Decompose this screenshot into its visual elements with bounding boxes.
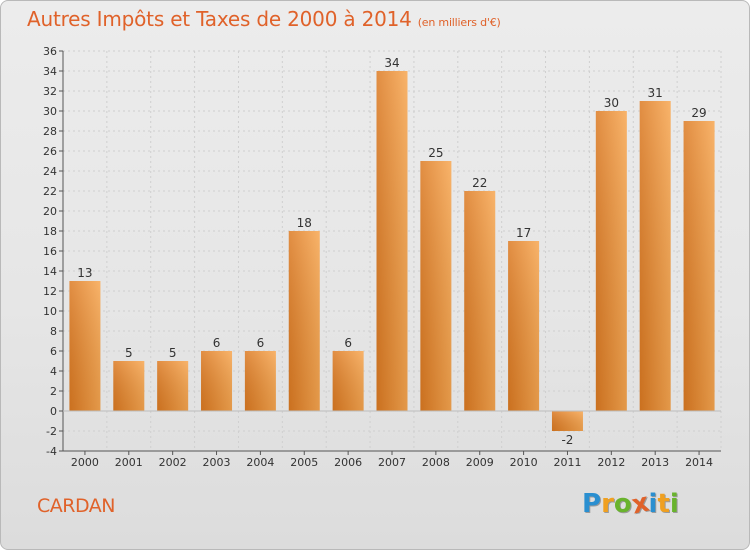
y-tick-label: 20 bbox=[43, 205, 57, 218]
y-tick-label: 30 bbox=[43, 105, 57, 118]
value-label: 6 bbox=[257, 336, 265, 350]
x-tick-label: 2006 bbox=[334, 456, 362, 469]
y-tick-label: 24 bbox=[43, 165, 57, 178]
chart-title-text: Autres Impôts et Taxes de 2000 à 2014 bbox=[27, 7, 412, 31]
bar-shade bbox=[639, 101, 671, 411]
value-label: -2 bbox=[561, 433, 573, 447]
commune-name: CARDAN bbox=[37, 495, 115, 517]
logo-letter: t bbox=[657, 489, 670, 519]
chart-title: Autres Impôts et Taxes de 2000 à 2014 (en… bbox=[27, 7, 501, 31]
bar-shade bbox=[157, 361, 189, 411]
value-label: 5 bbox=[169, 346, 177, 360]
bar-shade bbox=[332, 351, 364, 411]
y-tick-label: 34 bbox=[43, 65, 57, 78]
x-tick-label: 2009 bbox=[466, 456, 494, 469]
bar-shade bbox=[551, 411, 583, 431]
bar-shade bbox=[201, 351, 233, 411]
bar-shade bbox=[464, 191, 496, 411]
x-tick-label: 2014 bbox=[685, 456, 713, 469]
x-tick-label: 2005 bbox=[290, 456, 318, 469]
bar-shade bbox=[376, 71, 408, 411]
value-label: 22 bbox=[472, 176, 487, 190]
value-label: 6 bbox=[344, 336, 352, 350]
value-label: 34 bbox=[384, 56, 399, 70]
value-label: 6 bbox=[213, 336, 221, 350]
bar-shade bbox=[69, 281, 101, 411]
y-tick-label: 2 bbox=[50, 385, 57, 398]
y-tick-label: 10 bbox=[43, 305, 57, 318]
y-tick-label: 36 bbox=[43, 45, 57, 58]
logo-letter: r bbox=[601, 489, 614, 519]
bars bbox=[69, 71, 715, 431]
x-tick-label: 2000 bbox=[71, 456, 99, 469]
y-tick-label: 26 bbox=[43, 145, 57, 158]
x-tick-label: 2007 bbox=[378, 456, 406, 469]
y-tick-label: 0 bbox=[50, 405, 57, 418]
y-tick-label: 4 bbox=[50, 365, 57, 378]
y-tick-label: 22 bbox=[43, 185, 57, 198]
value-label: 5 bbox=[125, 346, 133, 360]
x-tick-label: 2012 bbox=[597, 456, 625, 469]
x-tick-label: 2001 bbox=[115, 456, 143, 469]
logo-letter: i bbox=[669, 489, 679, 519]
logo-letter: o bbox=[613, 489, 632, 519]
y-tick-label: 8 bbox=[50, 325, 57, 338]
value-labels: 13 5 5 6 6 18 6 34 25 22 17 -2 30 31 29 bbox=[77, 56, 706, 447]
logo-letter: i bbox=[648, 489, 658, 519]
x-tick-label: 2008 bbox=[422, 456, 450, 469]
y-tick-label: 6 bbox=[50, 345, 57, 358]
x-tick-label: 2010 bbox=[510, 456, 538, 469]
x-tick-label: 2002 bbox=[159, 456, 187, 469]
bar-shade bbox=[420, 161, 452, 411]
y-tick-label: 12 bbox=[43, 285, 57, 298]
x-tick-label: 2011 bbox=[553, 456, 581, 469]
bar-shade bbox=[244, 351, 276, 411]
value-label: 25 bbox=[428, 146, 443, 160]
axes: -4-2024681012141618202224262830323436200… bbox=[43, 45, 721, 469]
bar-shade bbox=[595, 111, 627, 411]
y-tick-label: -2 bbox=[46, 425, 57, 438]
value-label: 30 bbox=[604, 96, 619, 110]
bar-shade bbox=[508, 241, 540, 411]
value-label: 13 bbox=[77, 266, 92, 280]
value-label: 18 bbox=[297, 216, 312, 230]
logo-letter: P bbox=[582, 489, 602, 519]
value-label: 17 bbox=[516, 226, 531, 240]
chart-subtitle: (en milliers d'€) bbox=[417, 16, 501, 29]
y-tick-label: -4 bbox=[46, 445, 57, 458]
y-tick-label: 32 bbox=[43, 85, 57, 98]
bar-shade bbox=[113, 361, 145, 411]
y-tick-label: 14 bbox=[43, 265, 57, 278]
x-tick-label: 2004 bbox=[246, 456, 274, 469]
value-label: 31 bbox=[648, 86, 663, 100]
proxiti-logo: Proxiti bbox=[582, 488, 679, 521]
bar-shade bbox=[683, 121, 715, 411]
x-tick-label: 2003 bbox=[203, 456, 231, 469]
y-tick-label: 16 bbox=[43, 245, 57, 258]
y-tick-label: 28 bbox=[43, 125, 57, 138]
x-tick-label: 2013 bbox=[641, 456, 669, 469]
bar-shade bbox=[288, 231, 320, 411]
value-label: 29 bbox=[691, 106, 706, 120]
y-tick-label: 18 bbox=[43, 225, 57, 238]
